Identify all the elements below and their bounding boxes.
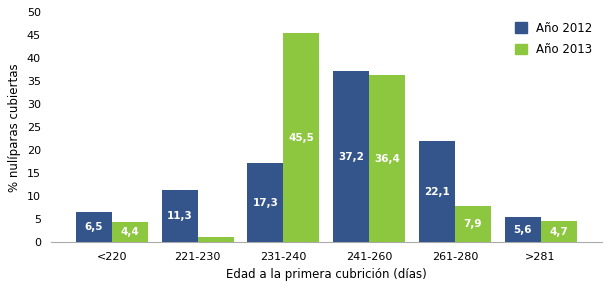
Text: 5,6: 5,6 [514,225,532,234]
Text: 37,2: 37,2 [338,152,364,162]
Bar [198,237,234,242]
Text: 7,9: 7,9 [464,219,482,229]
Bar [455,206,491,242]
X-axis label: Edad a la primera cubrición (días): Edad a la primera cubrición (días) [226,268,426,281]
Bar [76,212,112,242]
Text: 4,7: 4,7 [549,227,568,237]
Text: 17,3: 17,3 [253,198,278,208]
Bar [112,222,148,242]
Bar [419,141,455,242]
Bar [540,221,576,242]
Y-axis label: % nulíparas cubiertas: % nulíparas cubiertas [9,63,21,192]
Legend: Año 2012, Año 2013: Año 2012, Año 2013 [511,18,596,60]
Bar [333,71,369,242]
Text: 11,3: 11,3 [167,211,192,221]
Text: 45,5: 45,5 [289,133,314,143]
Bar [504,217,540,242]
Text: 1,2: 1,2 [206,225,225,235]
Text: 6,5: 6,5 [85,223,103,232]
Bar [369,75,405,242]
Bar [283,33,320,242]
Text: 22,1: 22,1 [424,186,450,197]
Text: 4,4: 4,4 [120,227,139,237]
Bar [162,190,198,242]
Bar [247,163,283,242]
Text: 36,4: 36,4 [374,154,400,164]
